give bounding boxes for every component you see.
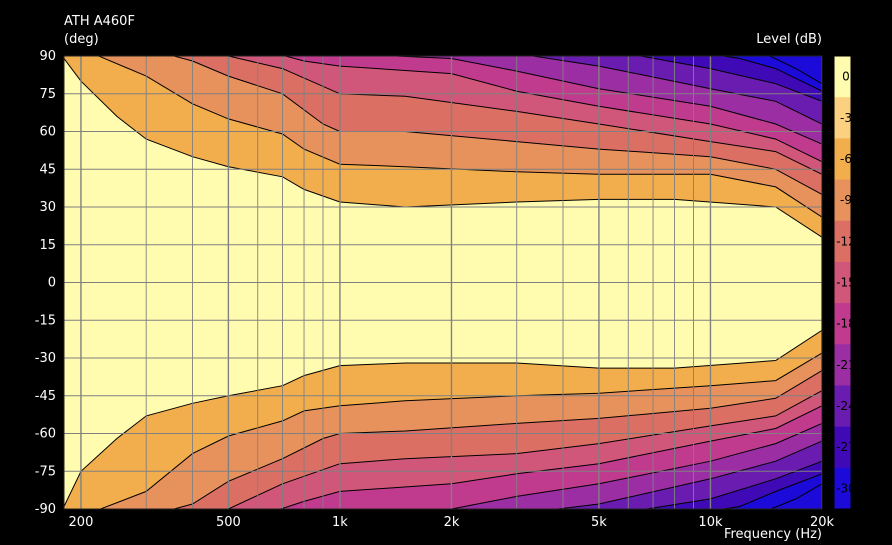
colorbar-swatch-0-to-3 bbox=[834, 56, 851, 98]
y-tick-label-75: 75 bbox=[39, 87, 56, 102]
contour-line-lower-18db bbox=[429, 422, 822, 509]
colorbar-swatch-18-to-21 bbox=[834, 303, 851, 345]
colorbar: 0 -3 -6 -9 -12 -15 -18 -21 -24 -27 -30 bbox=[833, 55, 856, 510]
y-tick-label-30: 30 bbox=[39, 200, 56, 215]
x-tick-label-1k: 1k bbox=[332, 515, 348, 530]
colorbar-tick-label-0: 0 bbox=[842, 70, 850, 84]
y-tick-label-90: 90 bbox=[39, 49, 56, 64]
colorbar-tick-label-9: -9 bbox=[840, 193, 852, 207]
contour-line-upper-21db bbox=[529, 56, 822, 125]
gridlines bbox=[64, 56, 822, 509]
axes: 90 75 60 45 30 15 0 -15 -30 -45 -60 -75 -90 200 500 1k 2… bbox=[35, 49, 835, 530]
colorbar-tick-label-30: -30 bbox=[836, 481, 856, 495]
contour-line-upper-30db bbox=[768, 56, 822, 85]
contour-region-upper-30db bbox=[769, 56, 822, 84]
colorbar-swatch-24-to-27 bbox=[834, 385, 851, 428]
y-tick-label--45: -45 bbox=[35, 389, 56, 404]
contour-plot-area bbox=[64, 56, 822, 509]
y-tick-label--60: -60 bbox=[35, 427, 56, 442]
colorbar-swatch-15-to-18 bbox=[834, 261, 851, 304]
y-tick-label--75: -75 bbox=[35, 464, 56, 479]
contour-line-upper-27db bbox=[720, 56, 822, 92]
contour-line-lower-24db bbox=[643, 460, 822, 509]
colorbar-tick-label-6: -6 bbox=[840, 152, 852, 166]
y-tick-label--90: -90 bbox=[35, 502, 56, 517]
plot-border bbox=[63, 55, 823, 510]
y-tick-label-60: 60 bbox=[39, 125, 56, 140]
colorbar-tick-label-24: -24 bbox=[836, 399, 856, 413]
colorbar-swatch-21-to-24 bbox=[834, 344, 851, 386]
colorbar-swatch-30-to-33 bbox=[834, 467, 851, 510]
y-tick-label--15: -15 bbox=[35, 313, 56, 328]
colorbar-swatch-9-to-12 bbox=[834, 179, 851, 222]
y-tick-label--30: -30 bbox=[35, 351, 56, 366]
colorbar-tick-label-21: -21 bbox=[836, 358, 856, 372]
x-tick-label-5k: 5k bbox=[591, 515, 607, 530]
x-tick-label-10k: 10k bbox=[698, 515, 723, 530]
x-axis-label: Frequency (Hz) bbox=[723, 527, 822, 542]
contour-line-upper-24db bbox=[637, 56, 822, 102]
colorbar-tick-label-27: -27 bbox=[836, 440, 856, 454]
chart-title: ATH A460F bbox=[64, 14, 135, 29]
x-tick-label-500: 500 bbox=[216, 515, 241, 530]
y-axis-label: (deg) bbox=[64, 32, 99, 47]
contour-line-upper-12db bbox=[225, 56, 822, 175]
contour-line-lower-30db bbox=[769, 483, 822, 509]
colorbar-swatch-12-to-15 bbox=[834, 220, 851, 263]
colorbar-swatch-3-to-6 bbox=[834, 97, 851, 139]
colorbar-tick-label-12: -12 bbox=[836, 234, 856, 248]
contour-line-lower-9db bbox=[172, 370, 822, 509]
y-tick-label-45: 45 bbox=[39, 162, 56, 177]
y-tick-label-0: 0 bbox=[48, 276, 56, 291]
colorbar-tick-label-15: -15 bbox=[836, 276, 856, 290]
contour-line-lower-27db bbox=[720, 473, 822, 509]
colorbar-label: Level (dB) bbox=[756, 32, 822, 47]
colorbar-swatch-6-to-9 bbox=[834, 138, 851, 181]
x-tick-label-200: 200 bbox=[69, 515, 94, 530]
y-tick-label-15: 15 bbox=[39, 238, 56, 253]
contour-line-lower-12db bbox=[225, 390, 822, 509]
colorbar-tick-label-18: -18 bbox=[836, 317, 856, 331]
contour-line-upper-18db bbox=[384, 56, 822, 145]
x-tick-label-20k: 20k bbox=[810, 515, 835, 530]
contour-line-lower-21db bbox=[553, 440, 822, 509]
colorbar-swatch-27-to-30 bbox=[834, 426, 851, 469]
x-tick-label-2k: 2k bbox=[444, 515, 460, 530]
contour-region-lower-30db bbox=[770, 483, 822, 509]
colorbar-border bbox=[833, 55, 852, 510]
colorbar-tick-label-3: -3 bbox=[840, 111, 852, 125]
